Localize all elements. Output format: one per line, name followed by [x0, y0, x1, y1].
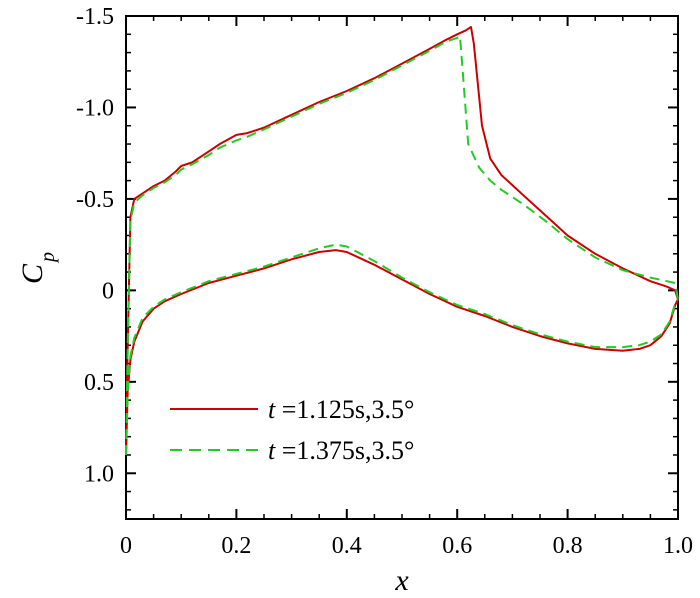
series-2-lower-surface-line — [125, 243, 679, 456]
series-1-upper-surface-line — [125, 26, 679, 456]
y-tick-label: 0.5 — [84, 370, 114, 396]
series-layer — [125, 26, 679, 456]
y-tick-label: 1.0 — [84, 461, 114, 487]
y-tick-label: -1.5 — [76, 4, 114, 30]
x-tick-label: 0.4 — [332, 533, 362, 559]
x-axis-label: x — [394, 564, 409, 597]
series-2-upper-surface-line — [125, 35, 679, 456]
x-tick-label: 0.2 — [221, 533, 251, 559]
x-tick-label: 0.8 — [553, 533, 583, 559]
x-tick-label: 0 — [120, 533, 132, 559]
y-axis-label-main: C — [16, 263, 49, 284]
x-tick-label: 0.6 — [442, 533, 472, 559]
legend: t =1.125s,3.5° t =1.375s,3.5° — [170, 395, 414, 465]
svg-text:Cp: Cp — [16, 252, 59, 284]
tick-labels: 0 0.2 0.4 0.6 0.8 1.0 -1.5 -1.0 -0.5 0 0.5 1.0 — [76, 4, 693, 559]
legend-label-series-1: t =1.125s,3.5° — [268, 395, 414, 424]
series-1-lower-surface-line — [125, 249, 679, 456]
x-tick-label: 1.0 — [663, 533, 693, 559]
y-tick-label: -0.5 — [76, 187, 114, 213]
legend-label-series-2: t =1.375s,3.5° — [268, 436, 414, 465]
y-axis-label-sub: p — [37, 252, 59, 264]
y-tick-label: 0 — [102, 278, 114, 304]
y-tick-label: -1.0 — [76, 95, 114, 121]
y-axis-label: Cp — [16, 252, 59, 284]
